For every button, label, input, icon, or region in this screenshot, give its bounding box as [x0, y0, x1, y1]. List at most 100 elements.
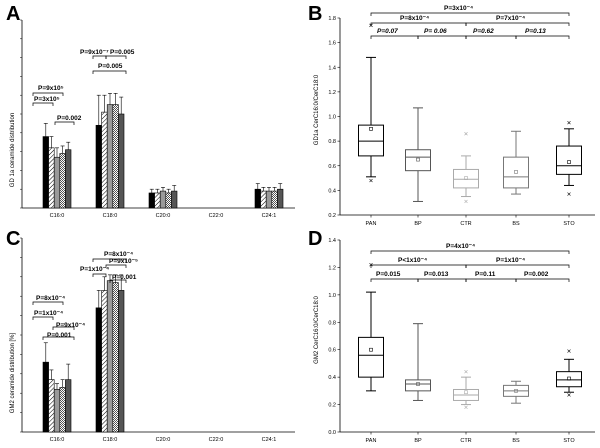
panel-c-annotation-4: P=0.001 — [47, 332, 72, 339]
panel-d-annotation-5: P=0.013 — [424, 271, 449, 278]
x-tick-label: PAN — [366, 438, 377, 444]
axes-group: C16:0 C18:0 C20:0 C22:0 C24:1 C16:0 C18:0 C20:0… — [20, 16, 595, 444]
bar — [112, 104, 119, 209]
outlier-marker — [567, 192, 571, 196]
bar — [118, 113, 125, 209]
panel-d-annotation-1: P=4x10⁻⁴ — [446, 243, 475, 250]
marks-group — [42, 23, 582, 433]
panel-b-annotation-1: P=3x10⁻⁴ — [444, 5, 473, 12]
bar — [95, 307, 102, 433]
panel-b-annotation-4: P=0.07 — [377, 28, 398, 35]
y-tick-label: 1.2 — [328, 265, 336, 271]
bar — [165, 192, 172, 209]
panel-d-brackets — [370, 250, 570, 282]
box — [453, 168, 479, 189]
mean-marker — [369, 347, 373, 352]
x-tick-label: BS — [512, 221, 520, 227]
bar — [101, 111, 108, 209]
box — [556, 371, 582, 388]
panel-b-brackets — [370, 12, 570, 39]
y-tick-label: 1.6 — [328, 41, 336, 47]
panel-d-annotation-2: P<1x10⁻⁴ — [398, 257, 427, 264]
outlier-marker — [464, 132, 468, 136]
mean-marker — [567, 160, 571, 164]
mean-marker — [369, 127, 373, 131]
panel-d-annotation-4: P=0.015 — [376, 271, 401, 278]
bar — [277, 188, 284, 209]
mean-marker — [464, 176, 468, 180]
panel-c-annotation-7: P=9x10⁻⁵ — [109, 258, 138, 265]
panel-c-label: C — [6, 228, 20, 250]
panel-c-ylabel: GM2 ceramide distribution [%] — [10, 332, 16, 413]
panel-a-annotation-4: P=0.005 — [98, 63, 123, 70]
mean-marker — [567, 376, 571, 381]
y-tick-label: 0.4 — [328, 375, 336, 381]
y-tick-label: 0.6 — [328, 348, 336, 354]
x-tick-label: C22:0 — [209, 437, 224, 443]
y-tick-label: 0.4 — [328, 188, 336, 194]
bar — [53, 156, 61, 209]
x-tick-label: C22:0 — [209, 213, 224, 219]
panel-b-label: B — [308, 3, 322, 25]
y-tick-label: 1.0 — [328, 115, 336, 121]
outlier-marker — [567, 120, 571, 125]
bar — [53, 389, 61, 433]
panel-c-annotation-5: P=8x10⁻⁴ — [104, 251, 133, 258]
panel-a-brackets — [32, 55, 127, 125]
x-tick-label: C16:0 — [50, 213, 65, 219]
bar — [48, 147, 55, 209]
panel-a-ylabel: GD 1a ceramide distribution — [10, 113, 16, 187]
outlier-marker — [567, 393, 571, 397]
panel-d-annotation-7: P=0.002 — [524, 271, 549, 278]
panel-b-annotation-2: P=8x10⁻⁴ — [400, 15, 429, 22]
bar — [101, 290, 108, 433]
panel-d-annotation-6: P=0.11 — [475, 271, 496, 278]
outlier-marker — [369, 178, 373, 183]
mean-marker — [514, 389, 518, 393]
bar — [260, 190, 267, 209]
bar — [118, 290, 125, 433]
x-tick-label: BS — [512, 438, 520, 444]
panel-c-brackets — [32, 258, 127, 340]
x-tick-label: C20:0 — [156, 213, 171, 219]
panel-b-annotation-6: P=0.62 — [473, 28, 494, 35]
mean-marker — [514, 170, 518, 174]
mean-marker — [416, 157, 420, 162]
panel-b-annotation-3: P=7x10⁻⁴ — [496, 15, 525, 22]
box — [556, 145, 582, 175]
bar — [48, 379, 55, 433]
mean-marker — [416, 382, 420, 386]
panel-c-annotation-1: P=8x10⁻⁴ — [36, 295, 65, 302]
x-tick-label: CTR — [460, 221, 471, 227]
panel-d-annotation-3: P=1x10⁻⁴ — [496, 257, 525, 264]
bar — [106, 104, 114, 209]
y-tick-label: 0.8 — [328, 320, 336, 326]
bar — [42, 361, 49, 433]
panel-c-annotation-8: P=0.001 — [112, 274, 137, 281]
y-tick-label: 0.2 — [328, 403, 336, 409]
bar — [254, 188, 261, 209]
x-tick-label: BP — [414, 438, 422, 444]
x-tick-label: C18:0 — [103, 213, 118, 219]
panel-a-annotation-3: P=0.002 — [57, 115, 82, 122]
box — [358, 124, 384, 157]
panel-c-annotation-3: P=9x10⁻⁴ — [56, 322, 85, 329]
bar — [271, 190, 278, 209]
bar — [65, 149, 72, 209]
bar — [265, 190, 273, 209]
panel-a-annotation-2: P=3x10⁵ — [34, 96, 60, 103]
outlier-marker — [464, 405, 468, 410]
y-tick-label: 0.6 — [328, 164, 336, 170]
panel-a-annotation-6: P=0.005 — [110, 49, 135, 56]
bar — [42, 136, 49, 209]
panel-b-annotation-7: P=0.13 — [525, 28, 546, 35]
bar — [159, 190, 167, 209]
x-tick-label: C20:0 — [156, 437, 171, 443]
x-tick-label: PAN — [366, 221, 377, 227]
y-tick-label: 1.8 — [328, 16, 336, 22]
outlier-marker — [464, 199, 468, 204]
panel-a-annotation-5: P=9x10⁻⁷ — [80, 49, 109, 56]
panel-d-label: D — [308, 228, 322, 250]
y-tick-label: 1.2 — [328, 90, 336, 96]
